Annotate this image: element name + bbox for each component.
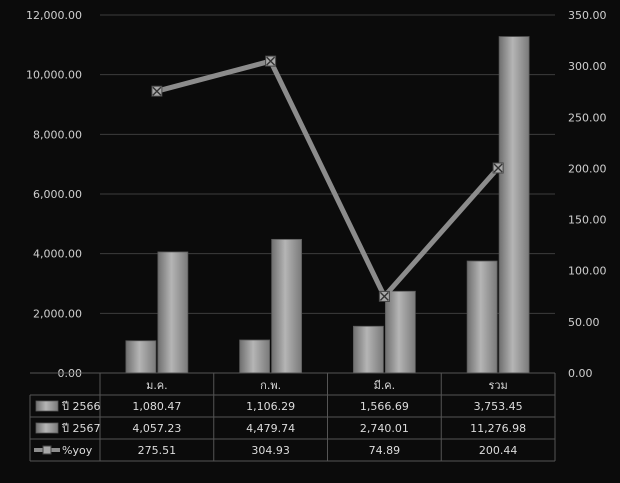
y-left-tick-label: 10,000.00 (26, 69, 82, 82)
yoy-line (156, 58, 500, 299)
y-left-tick-label: 6,000.00 (33, 188, 82, 201)
table-value: 4,057.23 (132, 422, 181, 435)
table-value: 1,566.69 (360, 400, 409, 413)
table-value: 74.89 (369, 444, 401, 457)
table-value: 304.93 (251, 444, 290, 457)
table-value: 1,106.29 (246, 400, 295, 413)
line-point (492, 162, 504, 174)
category-label: ม.ค. (146, 379, 168, 392)
legend-swatch-bar (35, 422, 59, 434)
y-left-tick-label: 2,000.00 (33, 307, 82, 320)
line-point (151, 85, 163, 97)
point-cross (152, 86, 162, 96)
bar-series (125, 36, 530, 374)
bar (466, 260, 498, 374)
bar (125, 340, 157, 374)
legend-swatch-marker (42, 445, 52, 455)
y-right-tick-label: 0.00 (568, 367, 593, 380)
line-point (378, 290, 390, 302)
y-left-tick-label: 8,000.00 (33, 128, 82, 141)
y-right-tick-label: 250.00 (568, 111, 607, 124)
bar (352, 325, 384, 374)
series-name: %yoy (62, 444, 93, 457)
y-left-tick-label: 12,000.00 (26, 9, 82, 22)
bar (384, 290, 416, 374)
line-point (265, 55, 277, 67)
point-cross (493, 163, 503, 173)
series-name: ปี 2567 (61, 422, 101, 435)
category-label: มี.ค. (374, 379, 396, 392)
y-right-tick-label: 300.00 (568, 60, 607, 73)
yoy-line-series (151, 55, 504, 302)
category-label: รวม (488, 379, 507, 392)
table-value: 4,479.74 (246, 422, 295, 435)
table-value: 200.44 (479, 444, 518, 457)
table-value: 3,753.45 (474, 400, 523, 413)
y-right-tick-label: 350.00 (568, 9, 607, 22)
legend-swatch-bar (35, 400, 59, 412)
bar (498, 36, 530, 374)
bar (157, 251, 189, 374)
y-right-tick-label: 150.00 (568, 214, 607, 227)
y-axis-right: 0.00 50.00 100.00 150.00 200.00 250.00 300.00 3… (568, 9, 607, 380)
y-right-tick-label: 50.00 (568, 316, 600, 329)
table-value: 1,080.47 (132, 400, 181, 413)
bar (239, 339, 271, 374)
category-label: ก.พ. (260, 379, 281, 392)
series-name: ปี 2566 (61, 400, 101, 413)
point-cross (379, 291, 389, 301)
y-right-tick-label: 100.00 (568, 265, 607, 278)
table-value: 275.51 (138, 444, 177, 457)
y-right-tick-label: 200.00 (568, 162, 607, 175)
y-left-tick-label: 4,000.00 (33, 248, 82, 261)
table-value: 11,276.98 (470, 422, 526, 435)
table-value: 2,740.01 (360, 422, 409, 435)
point-cross (266, 56, 276, 66)
bar (271, 238, 303, 374)
y-axis-left: 0.002,000.004,000.006,000.008,000.0010,0… (26, 9, 82, 380)
